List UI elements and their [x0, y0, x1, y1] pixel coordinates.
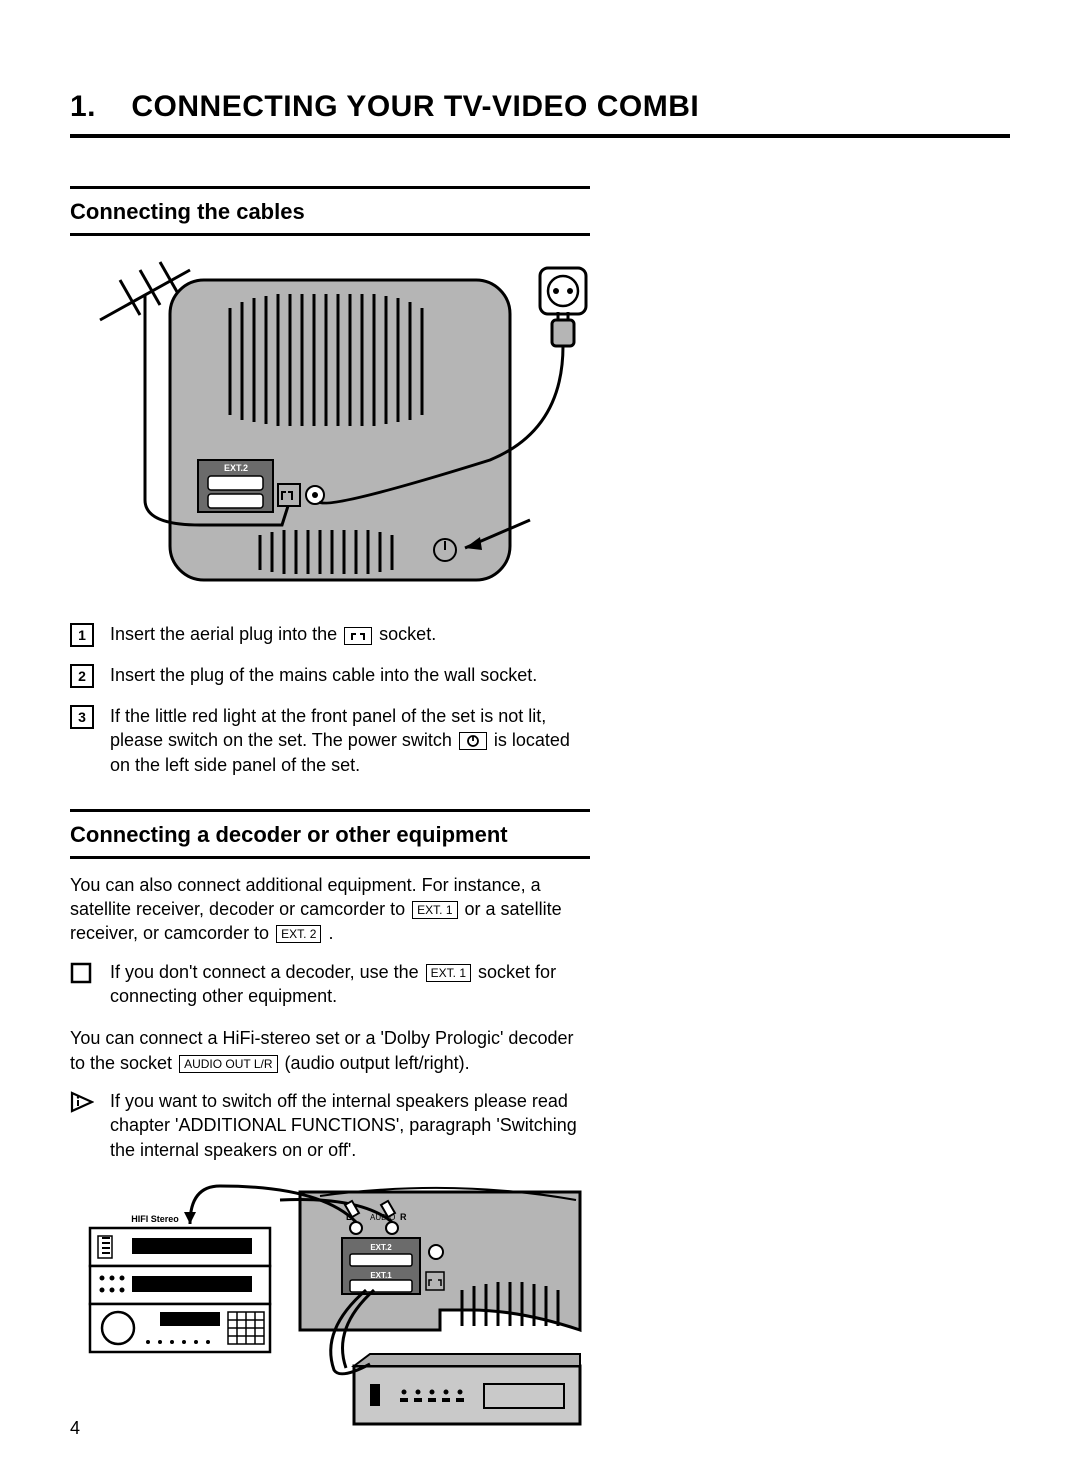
step-text: If the little red light at the front pan… [110, 704, 590, 777]
note-no-decoder: If you don't connect a decoder, use the … [70, 960, 590, 1009]
paragraph-additional-equipment: You can also connect additional equipmen… [70, 873, 590, 946]
step-number-badge: 1 [70, 623, 94, 647]
chapter-number: 1. [70, 90, 96, 123]
antenna-socket-icon [344, 627, 372, 645]
note-text: If you don't connect a decoder, use the … [110, 960, 590, 1009]
steps-list: 1 Insert the aerial plug into the socket… [70, 622, 590, 777]
ext1-label-box: EXT. 1 [426, 964, 471, 982]
step-number-badge: 2 [70, 664, 94, 688]
audio-out-label-box: AUDIO OUT L/R [179, 1055, 277, 1073]
hifi-label: HIFI Stereo [131, 1214, 179, 1224]
page-number: 4 [70, 1418, 80, 1439]
step-1: 1 Insert the aerial plug into the socket… [70, 622, 590, 647]
note-internal-speakers: If you want to switch off the internal s… [70, 1089, 590, 1162]
ext2-label: EXT.2 [224, 463, 248, 473]
svg-text:EXT.2: EXT.2 [370, 1243, 392, 1252]
figure-tv-connection: EXT.2 [70, 250, 590, 600]
step-number-badge: 3 [70, 705, 94, 729]
checkbox-icon [70, 962, 94, 990]
figure-decoder-connection: HIFI Stereo [70, 1180, 590, 1440]
svg-text:EXT.1: EXT.1 [370, 1271, 392, 1280]
svg-text:R: R [400, 1212, 407, 1222]
step-3: 3 If the little red light at the front p… [70, 704, 590, 777]
main-column: Connecting the cables [70, 186, 590, 1440]
step-text: Insert the aerial plug into the socket. [110, 622, 590, 646]
section-decoder-title: Connecting a decoder or other equipment [70, 809, 590, 859]
chapter-title: 1. CONNECTING YOUR TV-VIDEO COMBI [70, 90, 1010, 138]
step-text: Insert the plug of the mains cable into … [110, 663, 590, 687]
step-2: 2 Insert the plug of the mains cable int… [70, 663, 590, 688]
ext1-label-box: EXT. 1 [412, 901, 457, 919]
section-connecting-cables-title: Connecting the cables [70, 186, 590, 236]
paragraph-hifi: You can connect a HiFi-stereo set or a '… [70, 1026, 590, 1075]
play-info-icon [70, 1091, 94, 1119]
chapter-title-text: CONNECTING YOUR TV-VIDEO COMBI [131, 90, 699, 123]
ext2-label-box: EXT. 2 [276, 925, 321, 943]
power-switch-icon [459, 732, 487, 750]
note-text: If you want to switch off the internal s… [110, 1089, 590, 1162]
